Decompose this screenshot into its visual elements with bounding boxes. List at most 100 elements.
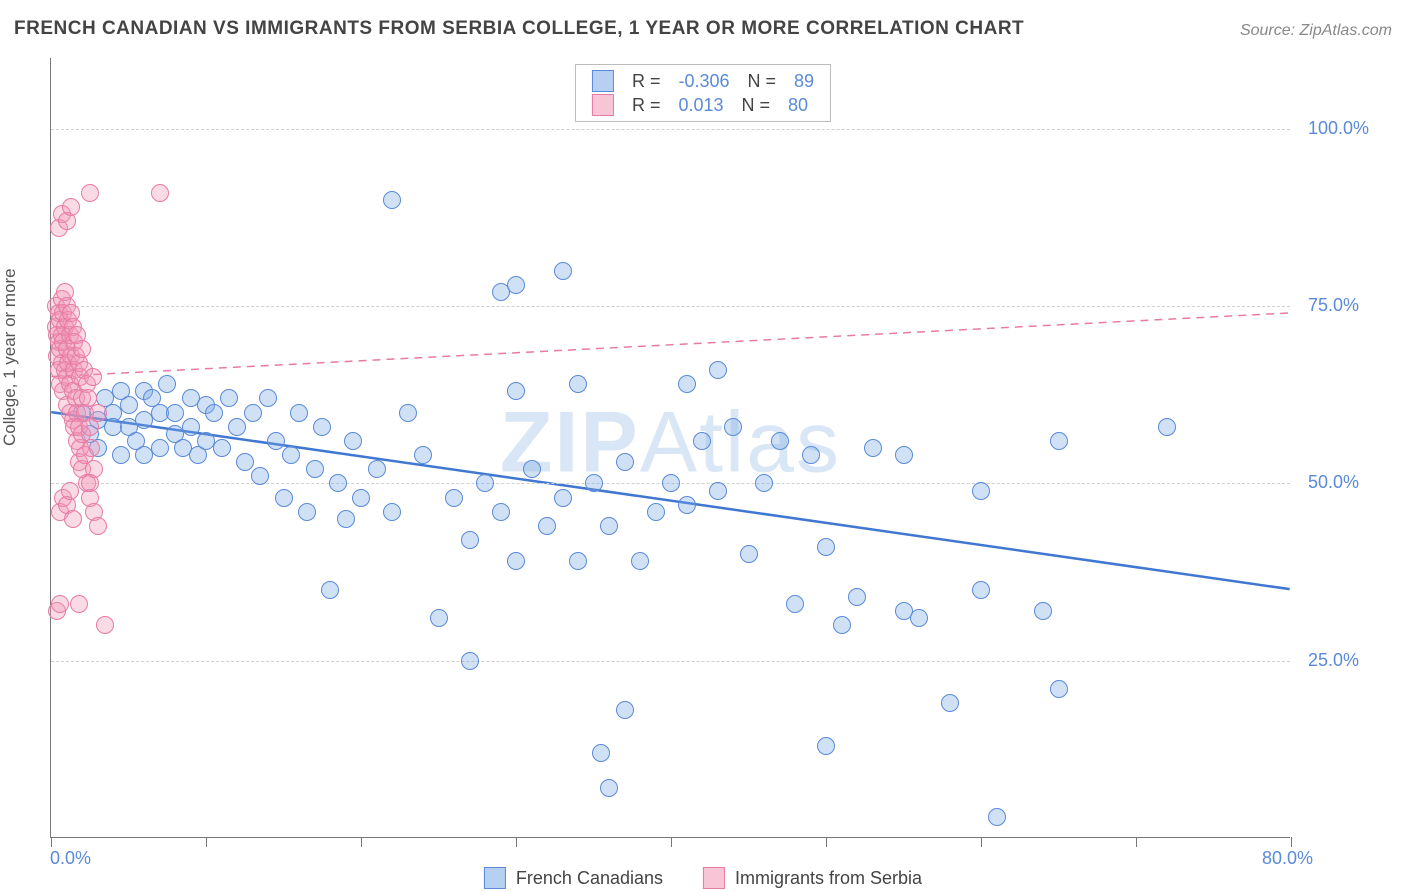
data-point [569,552,587,570]
y-tick-label: 50.0% [1308,472,1359,493]
data-point [329,474,347,492]
data-point [290,404,308,422]
data-point [62,198,80,216]
legend-item: French Canadians [484,867,663,889]
x-tick [51,837,52,847]
x-tick [671,837,672,847]
data-point [592,744,610,762]
data-point [259,389,277,407]
trend-lines [51,58,1290,837]
data-point [383,191,401,209]
data-point [220,389,238,407]
data-point [298,503,316,521]
data-point [554,262,572,280]
source-credit: Source: ZipAtlas.com [1240,22,1392,40]
data-point [64,510,82,528]
data-point [70,595,88,613]
x-tick [516,837,517,847]
data-point [941,694,959,712]
data-point [771,432,789,450]
data-point [755,474,773,492]
data-point [693,432,711,450]
data-point [89,404,107,422]
data-point [631,552,649,570]
data-point [709,361,727,379]
data-point [82,439,100,457]
data-point [267,432,285,450]
data-point [848,588,866,606]
data-point [344,432,362,450]
data-point [678,496,696,514]
data-point [600,517,618,535]
data-point [554,489,572,507]
data-point [282,446,300,464]
data-point [802,446,820,464]
x-tick [1136,837,1137,847]
legend-swatch [703,867,725,889]
data-point [461,652,479,670]
data-point [817,538,835,556]
data-point [414,446,432,464]
data-point [740,545,758,563]
legend-item: Immigrants from Serbia [703,867,922,889]
trend-line [51,412,1289,589]
stats-row: R =0.013N =80 [592,93,814,117]
data-point [476,474,494,492]
stat-n: 89 [794,71,814,92]
x-tick [826,837,827,847]
gridline [51,306,1290,307]
data-point [313,418,331,436]
data-point [89,517,107,535]
data-point [616,701,634,719]
data-point [507,382,525,400]
data-point [368,460,386,478]
data-point [461,531,479,549]
data-point [81,474,99,492]
data-point [817,737,835,755]
series-legend: French Canadians Immigrants from Serbia [484,867,922,889]
data-point [1034,602,1052,620]
y-axis-label: College, 1 year or more [0,268,20,446]
data-point [166,404,184,422]
gridline [51,129,1290,130]
data-point [244,404,262,422]
data-point [73,340,91,358]
stat-label: N = [742,95,771,116]
data-point [352,489,370,507]
data-point [306,460,324,478]
data-point [988,808,1006,826]
data-point [399,404,417,422]
x-tick [1291,837,1292,847]
data-point [81,184,99,202]
data-point [507,276,525,294]
data-point [616,453,634,471]
stat-label: R = [632,95,661,116]
data-point [600,779,618,797]
data-point [972,581,990,599]
data-point [492,503,510,521]
stat-r: 0.013 [678,95,723,116]
data-point [213,439,231,457]
trend-line [51,313,1289,377]
data-point [182,418,200,436]
stat-r: -0.306 [678,71,729,92]
plot-area: ZIPAtlas [50,58,1290,838]
chart-title: FRENCH CANADIAN VS IMMIGRANTS FROM SERBI… [14,18,1024,40]
data-point [1050,432,1068,450]
stat-label: R = [632,71,661,92]
data-point [383,503,401,521]
data-point [523,460,541,478]
data-point [709,482,727,500]
data-point [678,375,696,393]
data-point [895,446,913,464]
data-point [724,418,742,436]
data-point [228,418,246,436]
data-point [120,396,138,414]
legend-swatch [592,94,614,116]
stats-legend: R =-0.306N =89R =0.013N =80 [575,64,831,122]
legend-swatch [484,867,506,889]
data-point [1158,418,1176,436]
y-tick-label: 25.0% [1308,650,1359,671]
x-tick [206,837,207,847]
data-point [445,489,463,507]
